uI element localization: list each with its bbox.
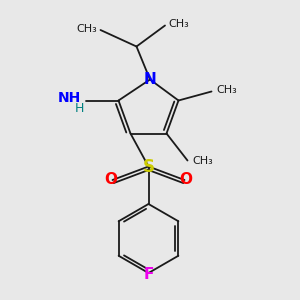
Text: N: N xyxy=(144,72,156,87)
Text: S: S xyxy=(142,158,154,175)
Text: H: H xyxy=(75,102,84,116)
Text: F: F xyxy=(143,267,154,282)
Text: O: O xyxy=(104,172,118,188)
Text: CH₃: CH₃ xyxy=(192,155,213,166)
Text: CH₃: CH₃ xyxy=(168,19,189,29)
Text: CH₃: CH₃ xyxy=(216,85,237,95)
Text: O: O xyxy=(179,172,193,188)
Text: CH₃: CH₃ xyxy=(77,23,98,34)
Text: NH: NH xyxy=(58,91,81,104)
